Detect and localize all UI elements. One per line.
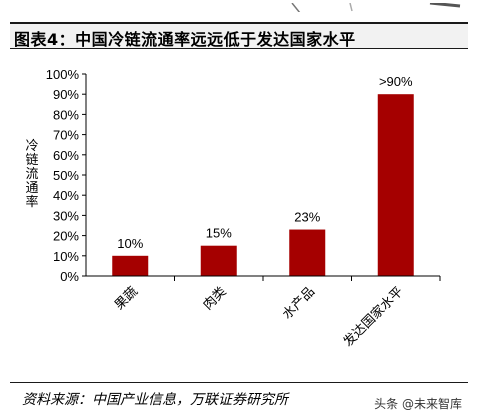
footer-divider bbox=[10, 382, 468, 383]
y-tick-label: 80% bbox=[53, 107, 79, 122]
y-tick-label: 20% bbox=[53, 229, 79, 244]
cropped-top-marks bbox=[291, 1, 461, 12]
axes bbox=[85, 74, 441, 281]
data-label: 15% bbox=[206, 226, 232, 241]
bar bbox=[112, 255, 149, 276]
data-label: >90% bbox=[379, 74, 413, 89]
x-tick-label: 肉类 bbox=[201, 284, 230, 313]
bar bbox=[377, 94, 414, 276]
source-note: 资料来源：中国产业信息，万联证券研究所 bbox=[22, 392, 288, 408]
y-tick-label: 50% bbox=[53, 168, 79, 183]
data-label: 23% bbox=[294, 210, 320, 225]
y-axis-title: 冷链流通率 bbox=[25, 139, 38, 210]
x-axis-labels: 果蔬 肉类 水产品 发达国家水平 bbox=[112, 284, 407, 350]
cropped-top-strip bbox=[0, 0, 477, 12]
x-tick-label: 水产品 bbox=[280, 284, 318, 322]
y-axis-ticks: 0% 10% 20% 30% 40% 50% 60% 70% 80% 90% 100% bbox=[46, 67, 86, 284]
bar bbox=[200, 245, 237, 276]
y-tick-label: 60% bbox=[53, 148, 79, 163]
figure-title: 图表4：中国冷链流通率远远低于发达国家水平 bbox=[14, 30, 356, 49]
y-tick-label: 0% bbox=[60, 269, 79, 284]
y-tick-label: 10% bbox=[53, 249, 79, 264]
watermark: 头条 @未来智库 bbox=[371, 395, 465, 412]
data-labels: 10% 15% 23% >90% bbox=[117, 74, 413, 251]
data-label: 10% bbox=[117, 236, 143, 251]
bar-chart: 冷链流通率 0%10%20%30%40%50%60%70%80%90%100% … bbox=[25, 67, 441, 350]
y-tick-label: 90% bbox=[53, 87, 79, 102]
y-tick-label: 30% bbox=[53, 208, 79, 223]
y-tick-label: 100% bbox=[46, 67, 80, 82]
y-tick-label: 40% bbox=[53, 188, 79, 203]
x-tick-label: 果蔬 bbox=[112, 284, 141, 313]
y-tick-label: 70% bbox=[53, 128, 79, 143]
x-tick-label: 发达国家水平 bbox=[340, 284, 406, 350]
bars bbox=[112, 94, 414, 276]
figure-header: 图表4：中国冷链流通率远远低于发达国家水平 bbox=[10, 22, 468, 49]
y-axis-title-text: 冷链流通率 bbox=[25, 139, 38, 210]
bar bbox=[289, 229, 326, 276]
